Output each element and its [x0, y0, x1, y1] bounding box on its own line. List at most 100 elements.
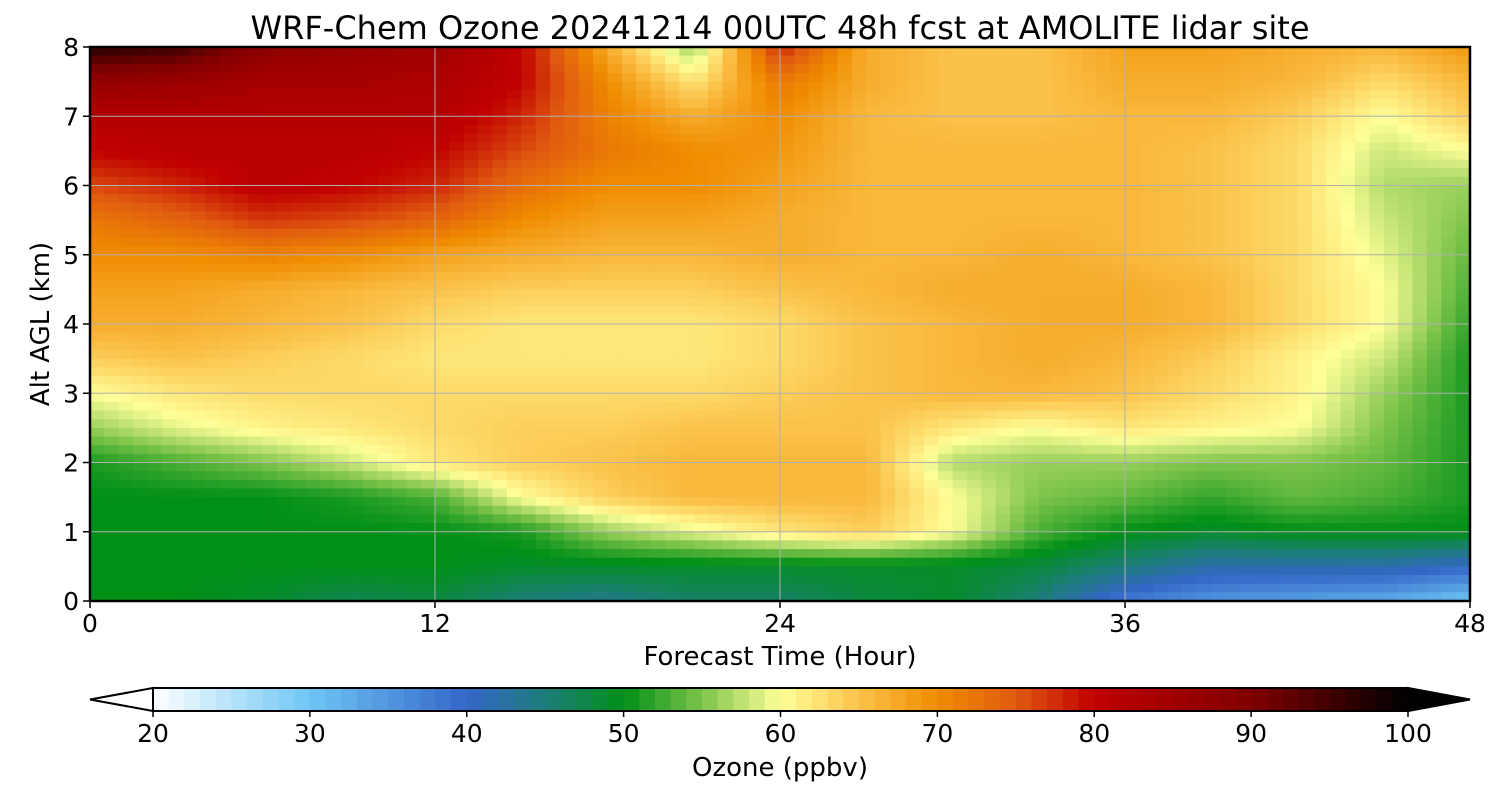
heatmap-cell	[808, 211, 824, 221]
heatmap-cell	[521, 107, 537, 117]
heatmap-cell	[636, 142, 652, 152]
heatmap-cell	[1110, 133, 1126, 143]
heatmap-cell	[837, 150, 853, 161]
heatmap-cell	[435, 90, 450, 100]
heatmap-cell	[1268, 315, 1284, 325]
heatmap-cell	[895, 47, 910, 57]
heatmap-cell	[248, 375, 264, 386]
heatmap-cell	[1383, 419, 1399, 429]
heatmap-cell	[693, 194, 709, 204]
heatmap-cell	[492, 124, 508, 135]
heatmap-cell	[276, 185, 292, 195]
heatmap-cell	[1196, 289, 1212, 299]
heatmap-cell	[1254, 254, 1270, 265]
heatmap-cell	[1383, 185, 1399, 195]
heatmap-cell	[276, 72, 292, 83]
heatmap-cell	[1110, 246, 1126, 256]
heatmap-cell	[1441, 306, 1457, 316]
heatmap-cell	[621, 237, 637, 247]
heatmap-cell	[1326, 349, 1342, 360]
heatmap-cell	[621, 168, 637, 178]
heatmap-cell	[966, 401, 982, 412]
heatmap-cell	[291, 194, 307, 204]
heatmap-cell	[104, 488, 120, 498]
heatmap-cell	[923, 445, 939, 455]
heatmap-cell	[1412, 306, 1428, 316]
heatmap-cell	[535, 306, 551, 316]
heatmap-cell	[406, 375, 422, 386]
heatmap-cell	[952, 427, 968, 438]
heatmap-cell	[851, 324, 867, 334]
heatmap-cell	[1426, 410, 1442, 420]
heatmap-cell	[1383, 375, 1399, 386]
heatmap-cell	[1125, 116, 1140, 126]
heatmap-cell	[1455, 272, 1470, 282]
heatmap-cell	[377, 55, 393, 65]
heatmap-cell	[1168, 220, 1184, 230]
heatmap-cell	[1455, 289, 1470, 299]
heatmap-cell	[1254, 324, 1270, 334]
heatmap-cell	[1153, 471, 1169, 481]
heatmap-cell	[463, 237, 479, 247]
heatmap-cell	[1426, 55, 1442, 65]
heatmap-cell	[1441, 237, 1457, 247]
heatmap-cell	[420, 237, 436, 247]
heatmap-cell	[1383, 220, 1399, 230]
heatmap-cell	[348, 358, 364, 368]
heatmap-cell	[1211, 142, 1227, 152]
heatmap-cell	[837, 90, 853, 100]
heatmap-cell	[118, 436, 134, 446]
heatmap-cell	[1182, 254, 1198, 265]
heatmap-cell	[1369, 479, 1385, 490]
heatmap-cell	[636, 133, 652, 143]
heatmap-cell	[161, 211, 177, 221]
heatmap-cell	[550, 332, 565, 342]
heatmap-cell	[1240, 280, 1255, 290]
heatmap-cell	[593, 263, 609, 273]
heatmap-cell	[348, 488, 364, 498]
heatmap-cell	[1139, 401, 1155, 412]
heatmap-cell	[147, 462, 163, 472]
heatmap-cell	[564, 375, 580, 386]
heatmap-cell	[1168, 384, 1184, 394]
heatmap-cell	[1139, 488, 1155, 498]
heatmap-cell	[205, 419, 220, 429]
heatmap-cell	[1024, 367, 1040, 377]
heatmap-cell	[492, 90, 508, 100]
heatmap-cell	[1211, 462, 1227, 472]
heatmap-cell	[406, 47, 422, 57]
heatmap-cell	[1398, 150, 1414, 161]
heatmap-cell	[1110, 150, 1126, 161]
heatmap-cell	[607, 64, 623, 74]
heatmap-cell	[377, 107, 393, 117]
heatmap-cell	[1426, 367, 1442, 377]
heatmap-cell	[808, 263, 824, 273]
heatmap-cell	[133, 185, 149, 195]
heatmap-cell	[1455, 90, 1470, 100]
heatmap-cell	[1369, 367, 1385, 377]
heatmap-cell	[909, 384, 925, 394]
heatmap-cell	[435, 228, 450, 239]
heatmap-cell	[104, 55, 120, 65]
heatmap-cell	[765, 436, 781, 446]
heatmap-cell	[1153, 419, 1169, 429]
heatmap-cell	[794, 358, 810, 368]
heatmap-cell	[1225, 393, 1241, 403]
heatmap-cell	[1398, 298, 1414, 308]
heatmap-cell	[1326, 220, 1342, 230]
heatmap-cell	[104, 453, 120, 464]
heatmap-cell	[564, 159, 580, 169]
heatmap-cell	[305, 150, 321, 161]
heatmap-cell	[1412, 211, 1428, 221]
heatmap-cell	[837, 142, 853, 152]
heatmap-cell	[262, 298, 278, 308]
heatmap-cell	[291, 159, 307, 169]
heatmap-cell	[1110, 272, 1126, 282]
heatmap-cell	[564, 427, 580, 438]
heatmap-cell	[1038, 220, 1054, 230]
heatmap-cell	[636, 211, 652, 221]
heatmap-cell	[751, 168, 767, 178]
heatmap-cell	[133, 367, 149, 377]
heatmap-cell	[205, 159, 220, 169]
heatmap-cell	[995, 220, 1011, 230]
